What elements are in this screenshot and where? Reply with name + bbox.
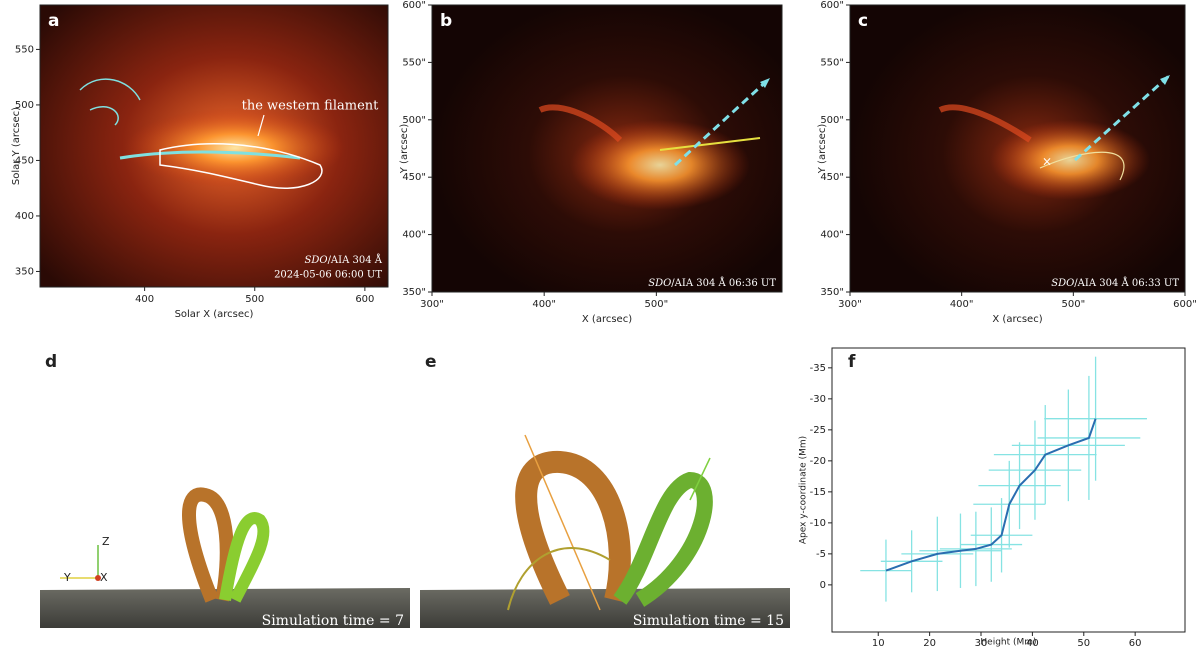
x-tick-label: 50 — [1077, 638, 1090, 647]
x-marker: × — [1042, 155, 1052, 169]
axis-glyph: Z — [102, 535, 110, 548]
y-tick-label: 350" — [402, 287, 426, 298]
axis-glyph: Y — [63, 571, 71, 584]
y-tick-label: -35 — [810, 363, 826, 374]
image-b — [432, 5, 782, 292]
x-tick-label: 20 — [923, 638, 936, 647]
panel-label: a — [48, 11, 59, 31]
annotation: the western filament — [242, 99, 380, 114]
image-frame — [431, 4, 783, 293]
caption: Simulation time = 7 — [262, 613, 404, 629]
instrument-label: SDO/AIA 304 Å 06:33 UT — [1051, 277, 1179, 289]
y-tick-label: 500" — [402, 115, 426, 126]
y-axis-label: Apex y-coordinate (Mm) — [799, 436, 809, 544]
y-tick-label: 350 — [15, 266, 34, 277]
instrument-label: SDO/AIA 304 Å — [304, 254, 382, 266]
y-tick-label: 550 — [15, 44, 34, 55]
x-tick-label: 300" — [838, 299, 862, 310]
y-tick-label: -30 — [810, 394, 826, 405]
x-axis-label: X (arcsec) — [992, 314, 1042, 325]
panel-label: d — [45, 352, 57, 372]
instrument: SDO — [304, 255, 327, 266]
y-tick-label: -20 — [810, 456, 826, 467]
y-tick-label: 450" — [402, 172, 426, 183]
panel-label: f — [848, 352, 856, 372]
channel: /AIA 304 Å — [328, 254, 383, 266]
x-tick-label: 40 — [1026, 638, 1039, 647]
y-axis-label: Solar Y (arcsec) — [11, 107, 22, 185]
x-axis-label: X (arcsec) — [582, 314, 632, 325]
x-tick-label: 600" — [1173, 299, 1197, 310]
x-axis-label: Height (Mm) — [980, 638, 1036, 648]
y-tick-label: 600" — [402, 0, 426, 11]
y-tick-label: 600" — [820, 0, 844, 11]
y-tick-label: -15 — [810, 487, 826, 498]
y-axis-label: Y (arcsec) — [817, 124, 828, 175]
panel-label: b — [440, 11, 452, 31]
image-c: × — [850, 5, 1185, 292]
axis-glyph: X — [100, 571, 108, 584]
y-tick-label: 400" — [820, 230, 844, 241]
y-tick-label: 550" — [820, 57, 844, 68]
image-a — [40, 5, 388, 287]
scene-d — [40, 487, 410, 628]
y-tick-label: 550" — [402, 57, 426, 68]
y-tick-label: -25 — [810, 425, 826, 436]
y-tick-label: 450" — [820, 172, 844, 183]
y-tick-label: 0 — [820, 580, 826, 591]
y-tick-label: 450 — [15, 155, 34, 166]
x-tick-label: 60 — [1129, 638, 1142, 647]
x-tick-label: 400" — [532, 299, 556, 310]
image-frame — [39, 4, 389, 288]
x-tick-label: 300" — [420, 299, 444, 310]
x-axis-label: Solar X (arcsec) — [175, 309, 254, 320]
y-tick-label: 500 — [15, 100, 34, 111]
caption: Simulation time = 15 — [633, 613, 784, 629]
y-tick-label: 350" — [820, 287, 844, 298]
x-tick-label: 600 — [355, 294, 374, 305]
panel-label: c — [858, 11, 868, 31]
y-axis-label: Y (arcsec) — [399, 124, 410, 175]
y-tick-label: 400 — [15, 211, 34, 222]
instrument: SDO — [648, 278, 671, 289]
channel: /AIA 304 Å 06:36 UT — [671, 277, 776, 289]
y-tick-label: -10 — [810, 518, 826, 529]
x-tick-label: 500 — [245, 294, 264, 305]
chart-frame — [831, 347, 1186, 633]
x-tick-label: 400 — [135, 294, 154, 305]
channel: /AIA 304 Å 06:33 UT — [1074, 277, 1179, 289]
scene-e — [420, 434, 790, 628]
panel-label: e — [425, 352, 437, 372]
y-tick-label: 400" — [402, 230, 426, 241]
x-tick-label: 400" — [950, 299, 974, 310]
x-tick-label: 10 — [872, 638, 885, 647]
time-label: 2024-05-06 06:00 UT — [274, 270, 382, 281]
x-tick-label: 30 — [975, 638, 988, 647]
y-tick-label: -5 — [816, 549, 826, 560]
instrument: SDO — [1051, 278, 1074, 289]
y-tick-label: 500" — [820, 115, 844, 126]
x-tick-label: 500" — [645, 299, 669, 310]
instrument-label: SDO/AIA 304 Å 06:36 UT — [648, 277, 776, 289]
image-frame — [849, 4, 1186, 293]
x-tick-label: 500" — [1061, 299, 1085, 310]
data-line — [885, 418, 1097, 572]
